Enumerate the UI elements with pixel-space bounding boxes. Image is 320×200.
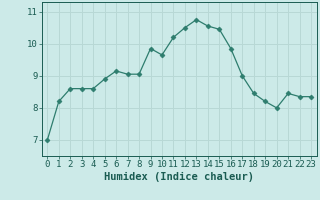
X-axis label: Humidex (Indice chaleur): Humidex (Indice chaleur)	[104, 172, 254, 182]
